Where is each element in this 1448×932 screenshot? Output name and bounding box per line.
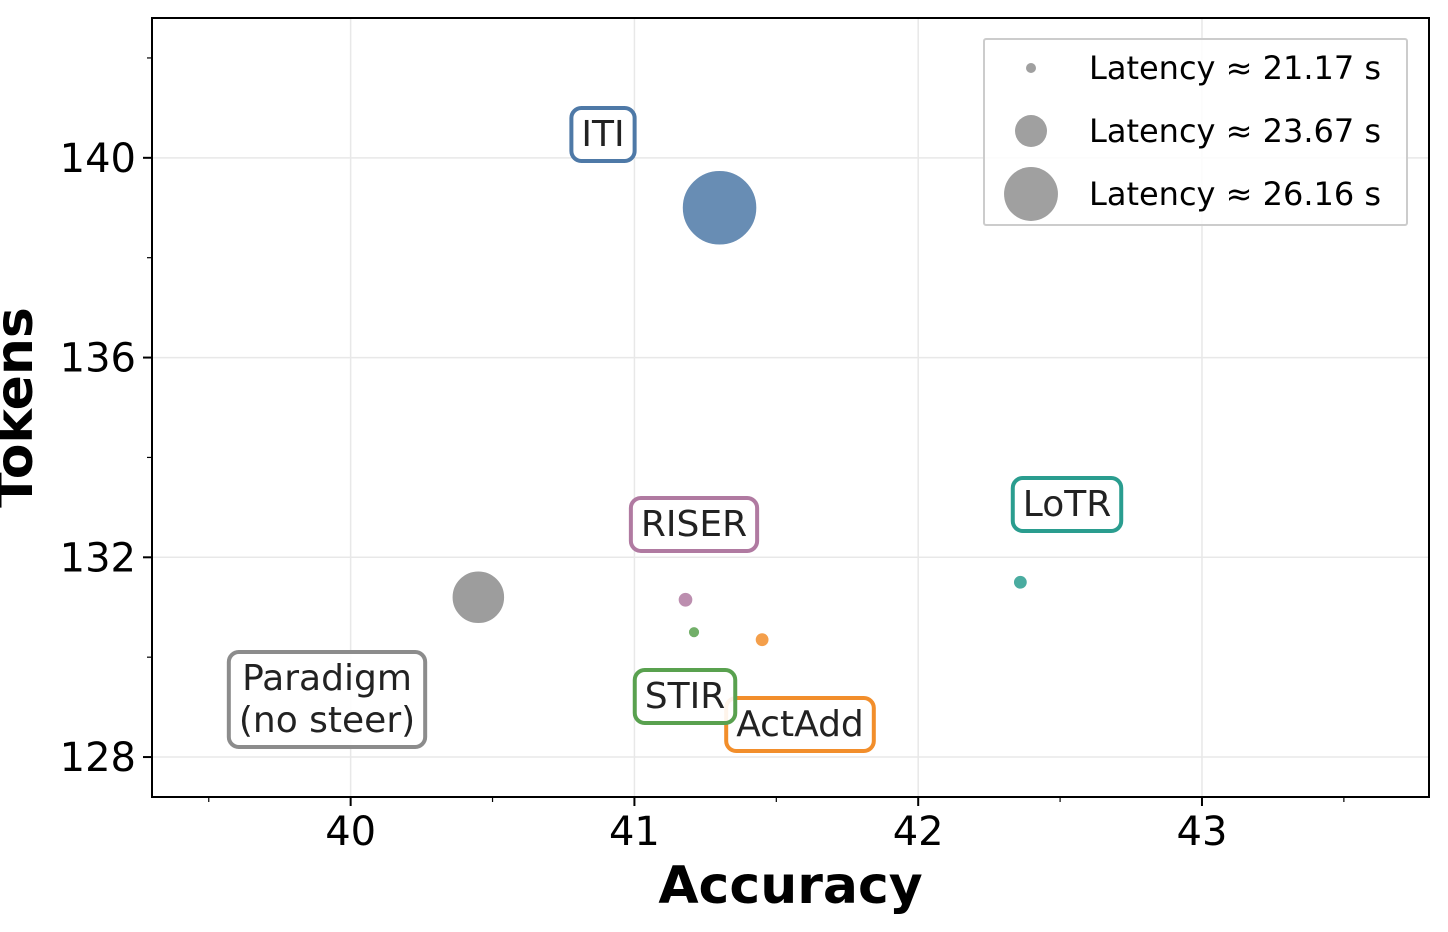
legend-label: Latency ≈ 21.17 s — [1089, 49, 1381, 87]
x-tick-label: 41 — [609, 809, 660, 855]
y-axis-title: Tokens — [0, 307, 45, 508]
x-tick-label: 43 — [1177, 809, 1228, 855]
label-actadd: ActAdd — [724, 696, 876, 753]
legend-label: Latency ≈ 26.16 s — [1089, 175, 1381, 213]
legend: Latency ≈ 21.17 s Latency ≈ 23.67 s Latenc… — [983, 38, 1408, 226]
point-label-text: ITI — [581, 114, 624, 155]
label-stir: STIR — [632, 668, 738, 725]
point-label-box — [628, 496, 760, 553]
legend-label: Latency ≈ 23.67 s — [1089, 112, 1381, 150]
point-actadd — [754, 632, 770, 648]
label-iti: ITI — [569, 106, 637, 163]
label-lotr: LoTR — [1010, 476, 1124, 533]
x-tick-label: 40 — [325, 809, 376, 855]
y-tick-label: 128 — [60, 735, 136, 781]
point-labels: Paradigm (no steer) RISER ActAdd STIR LoTR ITI — [226, 106, 1124, 753]
legend-marker — [1015, 115, 1047, 147]
point-label-box — [569, 106, 637, 163]
legend-box — [983, 38, 1408, 226]
plot-area-frame — [151, 17, 1430, 798]
point-lotr — [1012, 574, 1028, 590]
point-iti — [681, 170, 758, 246]
label-riser: RISER — [628, 496, 760, 553]
data-points — [451, 170, 1028, 648]
y-tick-label: 140 — [60, 136, 136, 182]
point-label-text: Paradigm (no steer) — [239, 658, 415, 741]
legend-marker — [1004, 167, 1058, 221]
x-tick-label: 42 — [893, 809, 944, 855]
point-label-text: STIR — [645, 676, 725, 717]
label-paradigm: Paradigm (no steer) — [226, 650, 428, 749]
x-axis-title: Accuracy — [658, 856, 922, 916]
point-label-text: ActAdd — [736, 704, 864, 745]
legend-marker — [1026, 63, 1036, 73]
point-paradigm — [451, 570, 506, 625]
point-label-box — [1010, 476, 1124, 533]
y-tick-label: 136 — [60, 336, 136, 382]
point-stir — [687, 626, 701, 639]
point-label-text: LoTR — [1023, 484, 1111, 525]
point-label-box — [632, 668, 738, 725]
axis-ticks: 40 41 42 43 128 132 136 140 — [60, 57, 1345, 855]
point-label-box — [226, 650, 428, 749]
y-tick-label: 132 — [60, 535, 136, 581]
point-label-text: RISER — [641, 504, 747, 545]
point-riser — [677, 591, 694, 608]
